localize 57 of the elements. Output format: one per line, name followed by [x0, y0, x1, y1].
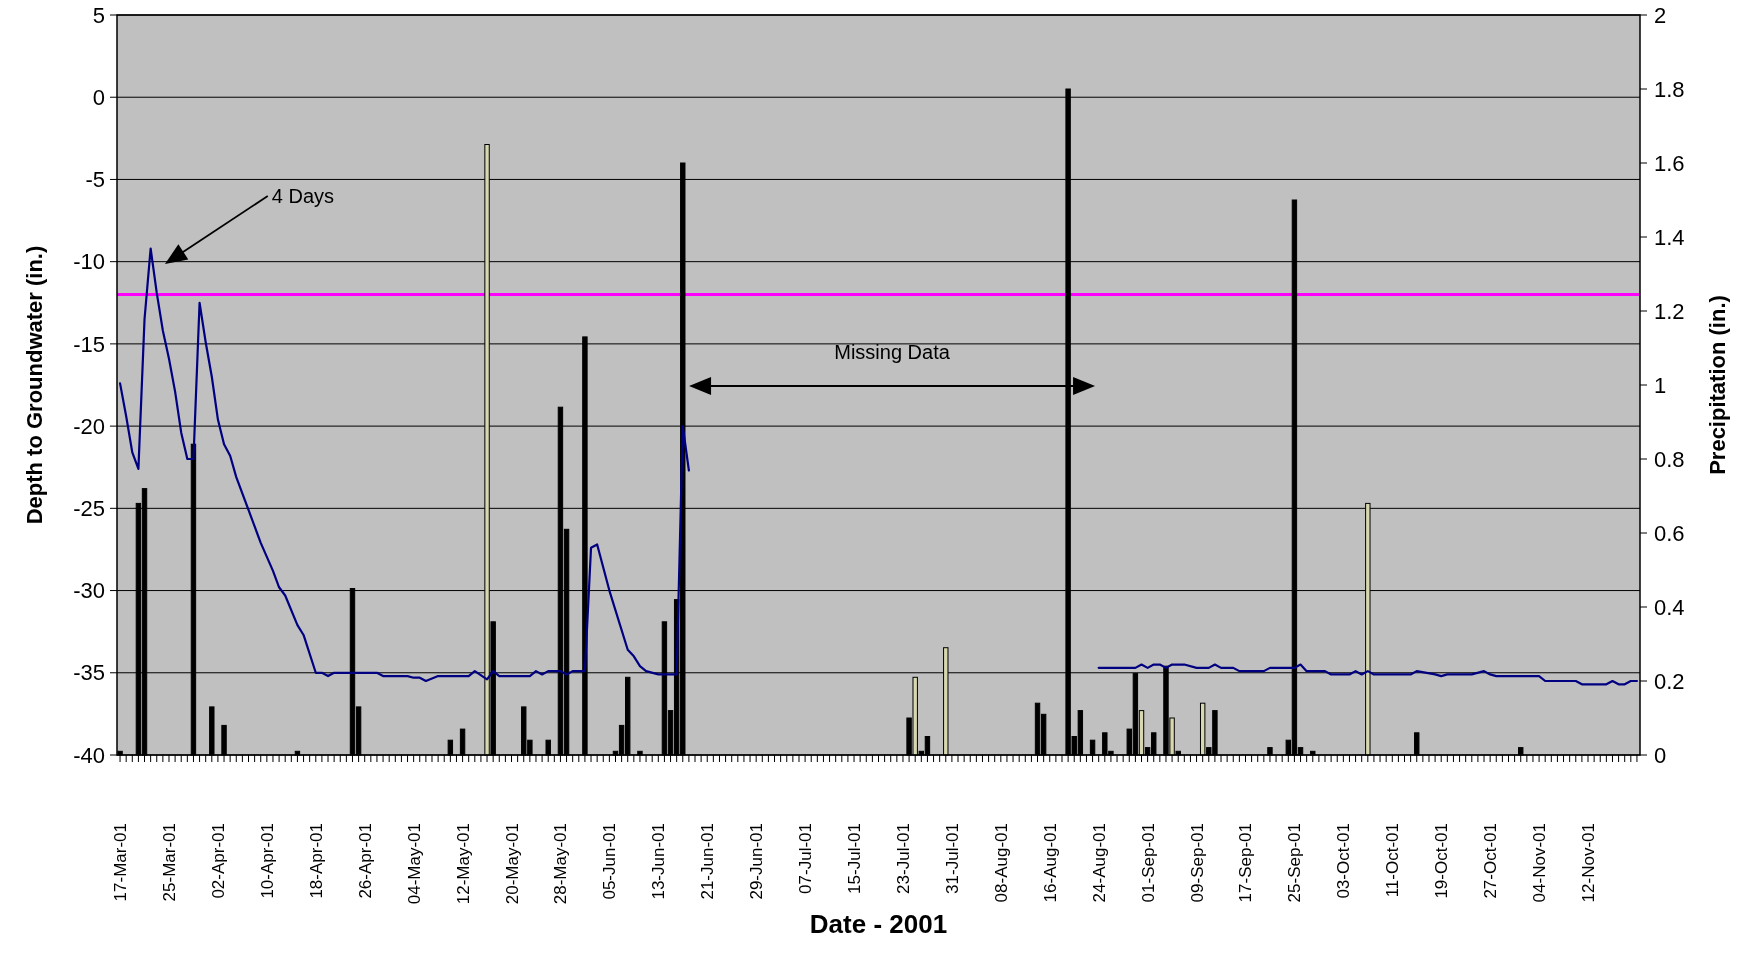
x-tick-label: 23-Jul-01 — [893, 823, 913, 894]
y-tick-label: -35 — [73, 660, 105, 686]
x-tick-label: 19-Oct-01 — [1432, 823, 1452, 899]
y2-tick-label: 2 — [1654, 2, 1667, 28]
x-tick-label: 04-May-01 — [404, 823, 424, 905]
x-tick-label: 26-Apr-01 — [355, 823, 375, 899]
x-tick-label: 21-Jun-01 — [698, 823, 718, 900]
x-tick-label: 04-Nov-01 — [1530, 823, 1550, 903]
x-tick-label: 02-Apr-01 — [208, 823, 228, 899]
x-tick-label: 17-Mar-01 — [111, 823, 131, 902]
y-axis-title: Depth to Groundwater (in.) — [22, 245, 47, 525]
x-tick-label: 15-Jul-01 — [845, 823, 865, 894]
x-tick-label: 24-Aug-01 — [1089, 823, 1109, 903]
x-tick-label: 25-Mar-01 — [159, 823, 179, 902]
x-tick-label: 09-Sep-01 — [1187, 823, 1207, 903]
x-tick-label: 03-Oct-01 — [1334, 823, 1354, 899]
y2-tick-label: 0.8 — [1654, 446, 1685, 472]
y2-tick-label: 1 — [1654, 372, 1667, 398]
x-tick-label: 12-May-01 — [453, 823, 473, 905]
x-tick-label: 31-Jul-01 — [942, 823, 962, 894]
x-tick-label: 29-Jun-01 — [747, 823, 767, 900]
y2-tick-label: 0 — [1654, 742, 1667, 768]
x-tick-label: 07-Jul-01 — [796, 823, 816, 894]
x-tick-label: 16-Aug-01 — [1040, 823, 1060, 903]
x-tick-label: 12-Nov-01 — [1579, 823, 1599, 903]
x-axis-title: Date - 2001 — [809, 909, 948, 939]
annotation: 4 Days — [271, 185, 335, 207]
y-tick-label: -5 — [85, 167, 105, 193]
x-tick-label: 13-Jun-01 — [649, 823, 669, 900]
y2-tick-label: 0.4 — [1654, 594, 1685, 620]
x-tick-label: 27-Oct-01 — [1481, 823, 1501, 899]
x-tick-label: 11-Oct-01 — [1383, 823, 1403, 898]
y-tick-label: -40 — [73, 742, 105, 768]
y-tick-label: -10 — [73, 249, 105, 275]
y-tick-label: -30 — [73, 578, 105, 604]
y2-tick-label: 1.6 — [1654, 150, 1685, 176]
y-tick-label: 0 — [92, 84, 105, 110]
x-tick-label: 28-May-01 — [551, 823, 571, 905]
y2-tick-label: 1.4 — [1654, 224, 1685, 250]
x-tick-label: 01-Sep-01 — [1138, 823, 1158, 903]
y-tick-label: 5 — [92, 2, 105, 28]
y-tick-label: -15 — [73, 331, 105, 357]
y-tick-label: -20 — [73, 413, 105, 439]
x-tick-label: 18-Apr-01 — [306, 823, 326, 899]
y2-axis-title: Precipitation (in.) — [1705, 295, 1730, 475]
y2-tick-label: 1.2 — [1654, 298, 1685, 324]
x-tick-label: 25-Sep-01 — [1285, 823, 1305, 903]
x-tick-label: 05-Jun-01 — [600, 823, 620, 900]
x-tick-label: 20-May-01 — [502, 823, 522, 905]
y2-tick-label: 0.6 — [1654, 520, 1685, 546]
y2-tick-label: 0.2 — [1654, 668, 1685, 694]
x-tick-label: 17-Sep-01 — [1236, 823, 1256, 903]
x-tick-label: 10-Apr-01 — [257, 823, 277, 899]
y2-tick-label: 1.8 — [1654, 76, 1685, 102]
annotation: Missing Data — [834, 341, 951, 364]
x-tick-label: 08-Aug-01 — [991, 823, 1011, 903]
y-tick-label: -25 — [73, 496, 105, 522]
